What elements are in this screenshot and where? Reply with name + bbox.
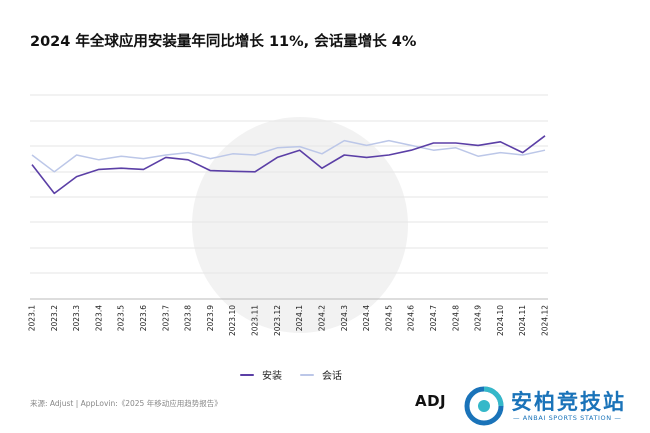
legend-swatch-installs <box>240 373 254 376</box>
x-tick-label: 2023.7 <box>161 305 170 331</box>
chart-title: 2024 年全球应用安装量年同比增长 11%, 会话量增长 4% <box>30 34 417 50</box>
brand-subtitle: — ANBAI SPORTS STATION — <box>513 414 622 422</box>
watermark-logo <box>192 117 408 333</box>
x-tick-label: 2023.8 <box>184 305 193 331</box>
brand-watermark: 安柏竞技站 — ANBAI SPORTS STATION — <box>463 385 643 427</box>
source-note: 来源: Adjust | AppLovin:《2025 年移动应用趋势报告》 <box>30 399 222 408</box>
x-tick-label: 2024.6 <box>407 305 416 331</box>
x-tick-label: 2024.8 <box>451 305 460 331</box>
x-tick-label: 2024.10 <box>496 305 505 336</box>
x-tick-label: 2024.7 <box>429 305 438 331</box>
series-line-sessions <box>31 139 546 173</box>
legend: 安装 会话 <box>0 367 650 383</box>
x-tick-label: 2023.3 <box>72 305 81 331</box>
x-tick-label: 2023.10 <box>228 305 237 336</box>
x-tick-label: 2024.12 <box>541 305 550 336</box>
series-lines <box>31 135 546 195</box>
x-tick-label: 2023.12 <box>273 305 282 336</box>
legend-swatch-sessions <box>300 373 314 376</box>
legend-label-installs: 安装 <box>262 371 282 382</box>
x-tick-label: 2024.1 <box>295 305 304 331</box>
legend-item-sessions: 会话 <box>300 367 342 382</box>
grid-lines <box>30 94 548 274</box>
x-tick-label: 2023.11 <box>251 305 260 336</box>
adjust-logo: ADJ <box>415 392 447 410</box>
x-tick-label: 2023.4 <box>94 305 103 331</box>
x-tick-label: 2023.1 <box>28 305 37 331</box>
x-tick-label: 2024.5 <box>384 305 393 331</box>
x-tick-label: 2023.2 <box>50 305 59 331</box>
series-line-installs <box>31 135 546 195</box>
x-tick-label: 2024.4 <box>362 305 371 331</box>
legend-label-sessions: 会话 <box>322 371 342 382</box>
brand-name: 安柏竞技站 <box>511 390 626 414</box>
legend-item-installs: 安装 <box>240 367 282 382</box>
x-tick-label: 2023.9 <box>206 305 215 331</box>
x-tick-label: 2023.5 <box>117 305 126 331</box>
x-tick-label: 2023.6 <box>139 305 148 331</box>
brand-logo-icon <box>464 386 504 426</box>
x-tick-label: 2024.2 <box>317 305 326 331</box>
x-tick-label: 2024.9 <box>474 305 483 331</box>
x-tick-label: 2024.11 <box>518 305 527 336</box>
x-tick-label: 2024.3 <box>340 305 349 331</box>
x-tick-labels: 2023.1 2023.2 2023.3 2023.4 2023.5 2023.6 2023… <box>28 305 550 336</box>
